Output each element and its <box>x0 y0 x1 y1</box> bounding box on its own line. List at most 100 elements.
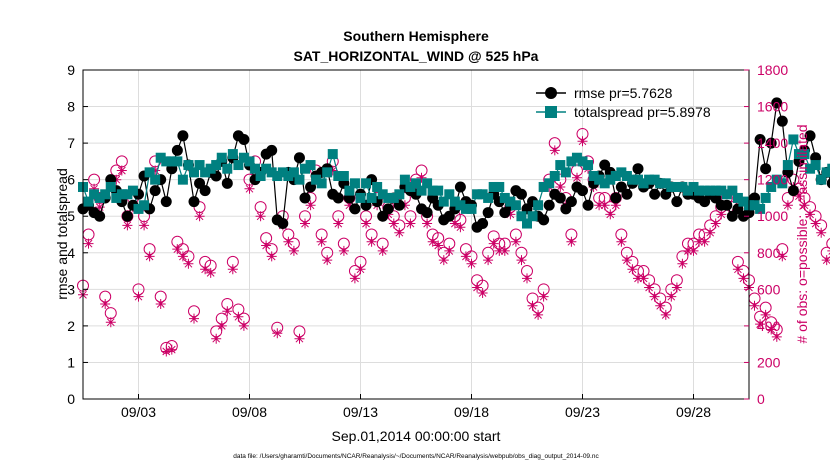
obs-assimilated-point <box>677 259 687 269</box>
obs-assimilated-point <box>394 228 404 238</box>
rmse-point <box>649 189 660 200</box>
totalspread-point <box>433 186 443 196</box>
obs-assimilated-point <box>378 246 388 256</box>
obs-assimilated-point <box>600 200 610 210</box>
obs-assimilated-point <box>578 136 588 146</box>
obs-assimilated-point <box>178 251 188 261</box>
rmse-point <box>94 211 105 222</box>
obs-assimilated-point <box>689 246 699 256</box>
totalspread-point <box>533 200 543 210</box>
obs-assimilated-point <box>322 255 332 265</box>
obs-assimilated-point <box>317 237 327 247</box>
obs-assimilated-point <box>672 283 682 293</box>
obs-assimilated-point <box>739 273 749 283</box>
obs-assimilated-point <box>489 239 499 249</box>
rmse-point <box>477 218 488 229</box>
rmse-point <box>150 185 161 196</box>
totalspread-point <box>172 156 182 166</box>
obs-assimilated-point <box>811 219 821 229</box>
rmse-point <box>538 214 549 225</box>
y-right-tick-label: 200 <box>757 354 781 370</box>
obs-assimilated-point <box>333 219 343 229</box>
totalspread-point <box>394 189 404 199</box>
totalspread-point <box>222 164 232 174</box>
y-left-tick-label: 0 <box>67 391 75 407</box>
obs-assimilated-point <box>650 292 660 302</box>
obs-assimilated-point <box>528 301 538 311</box>
obs-assimilated-point <box>533 310 543 320</box>
obs-assimilated-point <box>217 321 227 331</box>
totalspread-point <box>483 193 493 203</box>
obs-assimilated-point <box>444 246 454 256</box>
totalspread-point <box>783 160 793 170</box>
obs-assimilated-point <box>605 209 615 219</box>
obs-assimilated-point <box>716 209 726 219</box>
y-right-tick-label: 400 <box>757 318 781 334</box>
obs-assimilated-point <box>167 345 177 355</box>
obs-assimilated-point <box>500 246 510 256</box>
obs-assimilated-point <box>433 241 443 251</box>
obs-assimilated-point <box>172 244 182 254</box>
totalspread-point <box>294 175 304 185</box>
rmse-point <box>349 203 360 214</box>
obs-assimilated-point <box>100 299 110 309</box>
obs-assimilated-point <box>350 273 360 283</box>
totalspread-point <box>106 182 116 192</box>
totalspread-point <box>811 160 821 170</box>
obs-assimilated-point <box>461 251 471 261</box>
obs-assimilated-point <box>106 317 116 327</box>
totalspread-point <box>367 193 377 203</box>
y-right-tick-label: 0 <box>757 391 765 407</box>
obs-assimilated-point <box>422 219 432 229</box>
totalspread-point <box>356 193 366 203</box>
obs-assimilated-point <box>145 251 155 261</box>
obs-assimilated-point <box>816 228 826 238</box>
rmse-point <box>671 196 682 207</box>
obs-assimilated-point <box>655 301 665 311</box>
obs-assimilated-point <box>122 220 132 230</box>
totalspread-point <box>561 167 571 177</box>
totalspread-point <box>339 171 349 181</box>
rmse-point <box>383 203 394 214</box>
y-left-tick-label: 1 <box>67 354 75 370</box>
chart-title-line1: Southern Hemisphere <box>343 28 489 44</box>
rmse-point <box>200 185 211 196</box>
obs-assimilated-point <box>233 312 243 322</box>
y-left-tick-label: 8 <box>67 99 75 115</box>
obs-assimilated-point <box>356 264 366 274</box>
obs-assimilated-point <box>511 237 521 247</box>
obs-assimilated-point <box>439 255 449 265</box>
obs-assimilated-point <box>272 328 282 338</box>
obs-assimilated-point <box>750 301 760 311</box>
obs-assimilated-point <box>455 222 465 232</box>
obs-assimilated-point <box>206 268 216 278</box>
obs-assimilated-point <box>389 219 399 229</box>
rmse-point <box>277 218 288 229</box>
rmse-point <box>172 145 183 156</box>
totalspread-point <box>128 186 138 196</box>
left-axis-label: rmse and totalspread <box>54 168 70 300</box>
obs-assimilated-point <box>339 246 349 256</box>
rmse-point <box>177 130 188 141</box>
y-left-tick-label: 9 <box>67 62 75 78</box>
obs-assimilated-point <box>367 237 377 247</box>
obs-assimilated-point <box>267 251 277 261</box>
x-axis-label: Sep.01,2014 00:00:00 start <box>332 428 501 444</box>
obs-assimilated-point <box>361 219 371 229</box>
obs-assimilated-point <box>189 314 199 324</box>
rmse-point <box>621 189 632 200</box>
obs-assimilated-point <box>705 228 715 238</box>
rmse-point <box>455 181 466 192</box>
rmse-point <box>633 163 644 174</box>
chart-title-line2: SAT_HORIZONTAL_WIND @ 525 hPa <box>294 48 539 64</box>
legend-totalspread-marker <box>545 106 557 118</box>
totalspread-point <box>550 171 560 181</box>
obs-assimilated-point <box>467 259 477 269</box>
x-tick-label: 09/28 <box>676 404 711 420</box>
y-right-tick-label: 1000 <box>757 208 788 224</box>
y-right-tick-label: 1600 <box>757 99 788 115</box>
totalspread-point <box>361 178 371 188</box>
totalspread-point <box>528 211 538 221</box>
rmse-point <box>222 178 233 189</box>
obs-assimilated-point <box>627 264 637 274</box>
